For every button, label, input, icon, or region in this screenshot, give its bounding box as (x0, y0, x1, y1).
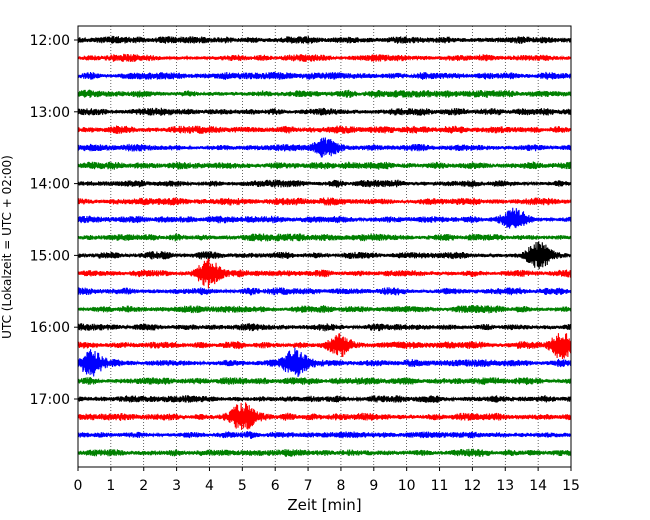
trace-17 (77, 333, 572, 359)
x-axis-ticks: 0 1 2 3 4 5 6 7 8 9 10 11 12 13 14 15 (74, 467, 580, 494)
trace-13 (77, 258, 572, 289)
x-tick-label-15: 15 (562, 478, 580, 494)
trace-1 (77, 53, 572, 62)
trace-14 (77, 287, 572, 296)
trace-15 (77, 305, 572, 314)
x-tick-label-8: 8 (336, 478, 345, 494)
x-tick-label-2: 2 (139, 478, 148, 494)
x-tick-label-11: 11 (431, 478, 449, 494)
x-tick-label-14: 14 (529, 478, 547, 494)
y-axis-ticks: 12:00 13:00 14:00 15:00 16:00 17:00 (30, 33, 78, 408)
y-tick-label-13:00: 13:00 (30, 105, 70, 121)
x-tick-label-5: 5 (238, 478, 247, 494)
trace-20 (77, 395, 572, 403)
y-tick-label-15:00: 15:00 (30, 248, 70, 264)
trace-23 (77, 448, 572, 457)
y-axis-label: UTC (Lokalzeit = UTC + 02:00) (0, 155, 14, 339)
x-axis-label: Zeit [min] (287, 496, 361, 514)
x-tick-label-12: 12 (463, 478, 481, 494)
x-tick-label-1: 1 (106, 478, 115, 494)
trace-4 (77, 107, 572, 116)
trace-5 (77, 125, 572, 134)
x-tick-label-4: 4 (205, 478, 214, 494)
x-tick-label-9: 9 (369, 478, 378, 494)
trace-10 (77, 207, 572, 229)
trace-3 (77, 89, 572, 98)
y-tick-label-17:00: 17:00 (30, 392, 70, 408)
trace-21 (77, 402, 572, 430)
seismic-traces (77, 35, 572, 457)
trace-9 (77, 197, 572, 206)
trace-12 (77, 241, 572, 270)
plot-frame (77, 25, 572, 468)
trace-2 (77, 71, 572, 80)
trace-22 (77, 431, 572, 439)
x-tick-label-3: 3 (172, 478, 181, 494)
x-tick-label-0: 0 (74, 478, 83, 494)
trace-18 (77, 347, 572, 377)
trace-7 (77, 161, 572, 170)
trace-11 (77, 233, 572, 242)
trace-16 (77, 323, 572, 332)
y-tick-label-14:00: 14:00 (30, 177, 70, 193)
x-tick-label-13: 13 (496, 478, 514, 494)
x-tick-label-10: 10 (398, 478, 416, 494)
x-tick-label-7: 7 (304, 478, 313, 494)
x-tick-label-6: 6 (271, 478, 280, 494)
y-tick-label-16:00: 16:00 (30, 320, 70, 336)
trace-19 (77, 377, 572, 386)
trace-6 (77, 137, 572, 158)
trace-0 (77, 35, 572, 44)
trace-8 (77, 179, 572, 188)
y-tick-label-12:00: 12:00 (30, 33, 70, 49)
